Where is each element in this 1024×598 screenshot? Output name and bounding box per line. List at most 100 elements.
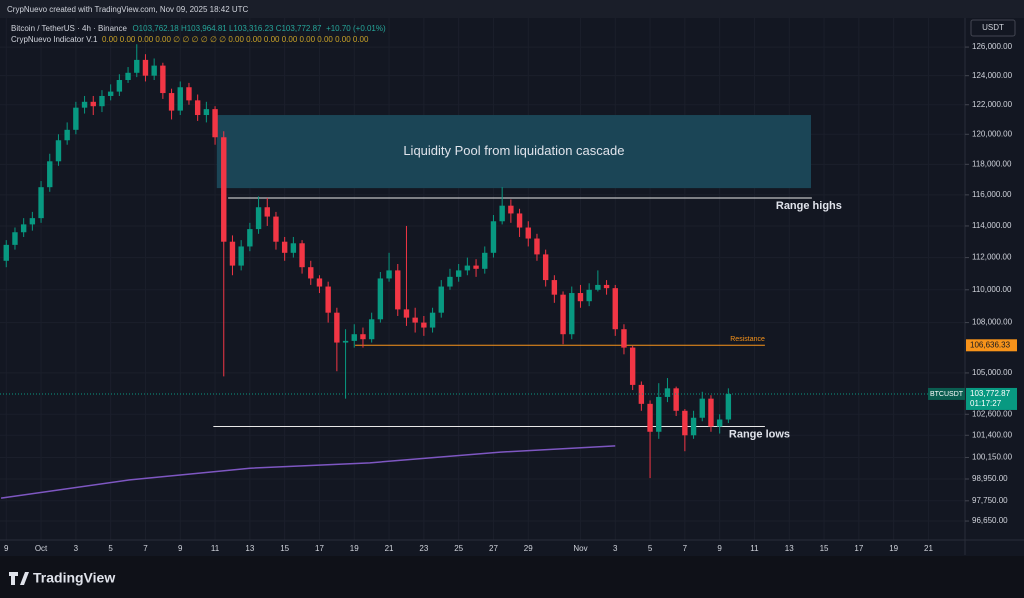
x-tick-label: 13	[785, 544, 794, 553]
y-tick-label: 105,000.00	[972, 368, 1013, 377]
candle-body	[455, 270, 462, 277]
y-tick-label: 114,000.00	[972, 221, 1012, 230]
level-label: Range lows	[729, 428, 790, 440]
x-tick-label: 19	[889, 544, 898, 553]
x-tick-label: 9	[178, 544, 183, 553]
x-tick-label: 3	[74, 544, 79, 553]
y-tick-label: 110,000.00	[972, 285, 1012, 294]
indicator-name: CrypNuevo Indicator V.1	[11, 35, 98, 44]
last-price-label: 103,772.87	[970, 389, 1011, 398]
candle-body	[38, 187, 44, 219]
candle-body	[334, 312, 340, 343]
y-tick-label: 116,000.00	[972, 190, 1012, 199]
candle-body	[673, 388, 679, 411]
candle-body	[595, 284, 601, 290]
candle-body	[629, 347, 636, 385]
candle-body	[508, 205, 514, 214]
x-tick-label: 27	[489, 544, 498, 553]
x-tick-label: 23	[419, 544, 428, 553]
x-tick-label: 15	[280, 544, 289, 553]
candle-body	[229, 241, 236, 266]
x-tick-label: 29	[524, 544, 533, 553]
candle-body	[264, 207, 270, 217]
candle-body	[81, 101, 88, 108]
x-tick-label: 21	[385, 544, 394, 553]
candle-body	[20, 224, 27, 233]
candle-body	[682, 410, 688, 436]
candle-body	[90, 101, 96, 107]
candle-body	[612, 288, 618, 330]
y-tick-label: 98,950.00	[972, 474, 1008, 483]
candle-body	[525, 227, 531, 239]
candle-body	[708, 398, 714, 427]
footer	[0, 556, 1024, 598]
y-tick-label: 122,000.00	[972, 100, 1013, 109]
candle-body	[664, 388, 671, 397]
candle-body	[116, 80, 123, 92]
moving-average	[0, 445, 616, 499]
x-tick-label: 13	[245, 544, 254, 553]
candle-body	[647, 403, 653, 432]
candle-body	[656, 396, 662, 432]
header: CrypNuevo created with TradingView.com, …	[7, 5, 249, 14]
candle-body	[560, 294, 566, 335]
candle-body	[490, 221, 497, 253]
candle-body	[429, 312, 436, 328]
candle-body	[160, 65, 166, 94]
candle-body	[403, 309, 410, 318]
x-tick-label: Nov	[573, 544, 587, 553]
candle-body	[247, 229, 253, 247]
candle-body	[690, 417, 697, 436]
brand-logo	[9, 572, 29, 585]
top-bar	[0, 0, 1024, 18]
currency[interactable]: USDT	[982, 23, 1004, 32]
y-tick-label: 101,400.00	[972, 430, 1013, 439]
x-tick-label: 25	[454, 544, 463, 553]
candle-body	[212, 109, 218, 138]
x-tick-label: 9	[717, 544, 722, 553]
price-tag-label: 106,636.33	[970, 340, 1011, 349]
candle-body	[482, 252, 488, 269]
candle-body	[577, 293, 584, 302]
candle-body	[534, 238, 540, 255]
currency-box[interactable]	[970, 19, 1016, 37]
candle-body	[569, 293, 575, 335]
x-tick-label: 11	[750, 544, 759, 553]
symbol-line: Bitcoin / TetherUS · 4h · Binance	[11, 24, 127, 33]
price-tag	[966, 339, 1017, 352]
candle-body	[177, 87, 183, 111]
y-tick-label: 97,750.00	[972, 496, 1008, 505]
candle-body	[238, 246, 244, 266]
candle-body	[438, 286, 444, 313]
candle-body	[447, 276, 453, 287]
candle-body	[516, 213, 523, 228]
last-price-tag	[966, 387, 1017, 410]
symbol-tag	[928, 387, 965, 400]
x-tick-label: 9	[4, 544, 9, 553]
x-tick-label: 21	[924, 544, 933, 553]
candle-body	[351, 334, 357, 341]
x-tick-label: 3	[613, 544, 618, 553]
candle-body	[499, 205, 505, 222]
level-label: Range highs	[776, 200, 842, 212]
candle-body	[412, 317, 418, 323]
candle-body	[64, 129, 70, 141]
change: +10.70 (+0.01%)	[326, 24, 386, 33]
x-tick-label: 17	[854, 544, 863, 553]
candle-body	[281, 241, 288, 253]
x-tick-label: 5	[108, 544, 113, 553]
symbol-tag-label: BTCUSDT	[930, 391, 964, 398]
x-tick-label: 15	[820, 544, 829, 553]
x-tick-label: 7	[143, 544, 148, 553]
candle-body	[255, 207, 262, 230]
ohlc: O103,762.18 H103,964.81 L103,316.23 C103…	[132, 24, 322, 33]
level-label: Resistance	[730, 336, 765, 343]
candle-body	[125, 72, 131, 81]
candle-body	[308, 267, 314, 279]
candle-body	[55, 140, 62, 162]
candle-body	[473, 265, 479, 269]
candle-body	[12, 232, 18, 245]
candle-body	[107, 91, 114, 96]
y-tick-label: 118,000.00	[972, 159, 1012, 168]
